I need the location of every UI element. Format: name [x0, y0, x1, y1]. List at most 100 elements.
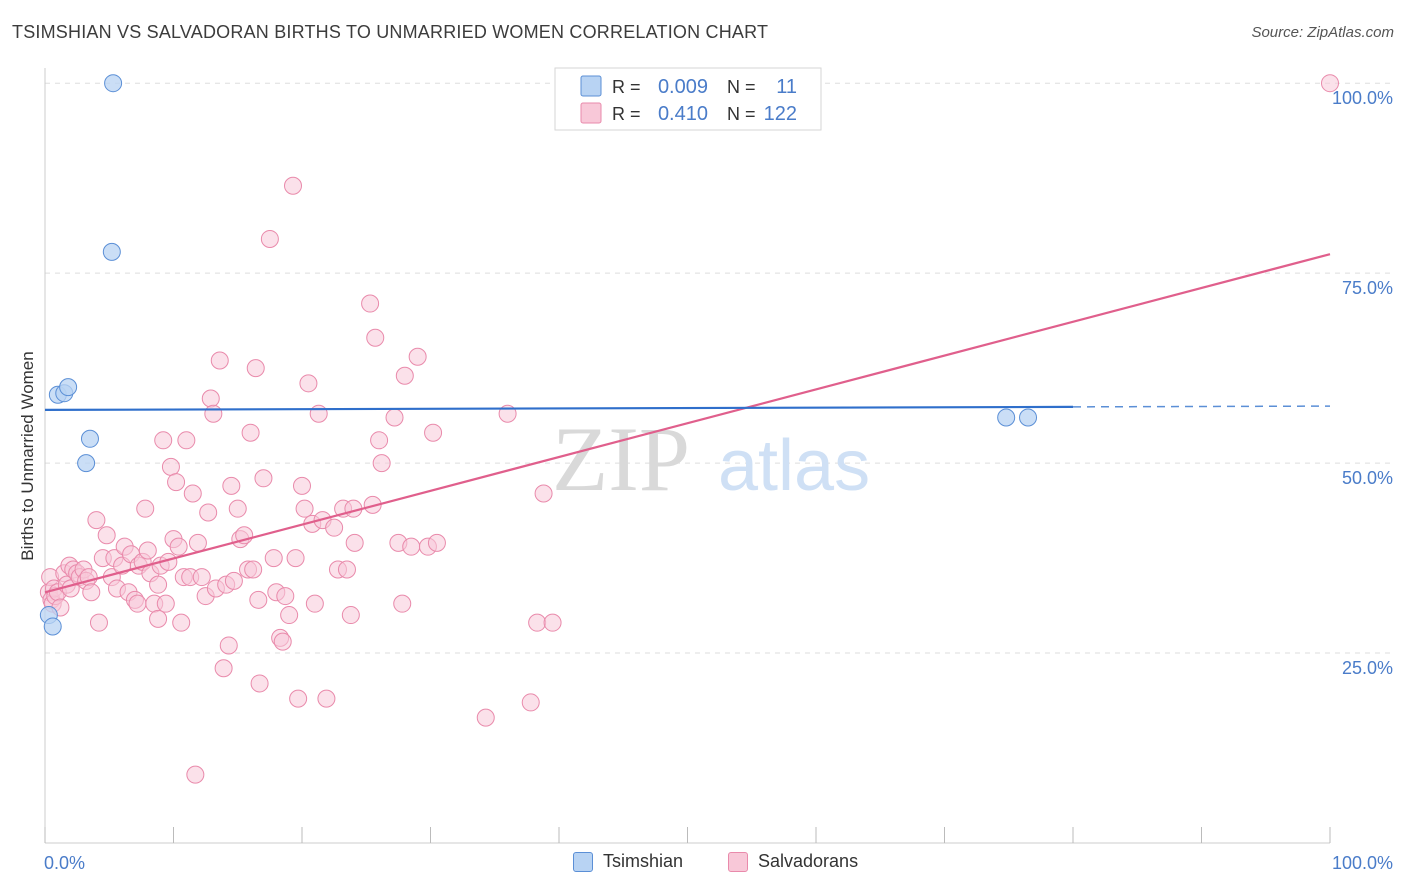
y-axis-label: Births to Unmarried Women: [18, 351, 37, 560]
salvadoran-point-82: [276, 587, 295, 606]
stats-legend: R = 0.009 N = 11 R = 0.410 N = 122: [554, 67, 822, 131]
tsimshian-point-9: [997, 408, 1016, 427]
tsimshian-point-6: [77, 454, 96, 473]
trend-lines: [44, 253, 1331, 594]
salvadoran-point-58: [201, 389, 220, 408]
x-tick-label-max: 100.0%: [1332, 853, 1393, 873]
x-tick-label-min: 0.0%: [44, 853, 85, 873]
salvadoran-point-111: [402, 537, 421, 556]
salvadoran-point-81: [273, 632, 292, 651]
salvadoran-point-62: [214, 659, 233, 678]
salvadoran-point-39: [149, 609, 168, 628]
salvadoran-point-42: [156, 594, 175, 613]
legend-swatch-salvadorans-bottom: [728, 851, 748, 872]
salvadoran-point-86: [289, 689, 308, 708]
series-legend: Tsimshian Salvadorans: [0, 851, 1406, 877]
salvadoran-point-83: [280, 606, 299, 625]
chart-title: TSIMSHIAN VS SALVADORAN BIRTHS TO UNMARR…: [12, 22, 769, 42]
salvadoran-point-91: [305, 594, 324, 613]
legend-item-salvadorans[interactable]: Salvadorans: [728, 851, 858, 872]
legend-r-label-salvadoran: R =: [612, 104, 641, 124]
salvadoran-point-75: [250, 674, 269, 693]
legend-r-value-tsimshian: 0.009: [658, 76, 708, 98]
salvadoran-point-55: [192, 568, 211, 587]
legend-item-tsimshian[interactable]: Tsimshian: [573, 851, 683, 872]
salvadoran-point-110: [395, 366, 414, 385]
salvadoran-point-41: [154, 431, 173, 450]
salvadoran-point-72: [244, 560, 263, 579]
salvadoran-point-89: [299, 374, 318, 393]
salvadoran-point-120: [534, 484, 553, 503]
salvadoran-point-73: [246, 359, 265, 378]
legend-n-label-salvadoran: N =: [727, 104, 756, 124]
salvadoran-point-71: [241, 423, 260, 442]
legend-swatch-tsimshian-bottom: [573, 851, 593, 872]
salvadoran-points: [39, 74, 1339, 784]
salvadoran-point-22: [97, 526, 116, 545]
salvadoran-point-122: [1321, 74, 1339, 93]
salvadoran-point-87: [293, 476, 311, 495]
salvadoran-point-102: [361, 294, 380, 313]
salvadoran-point-38: [149, 575, 168, 594]
salvadoran-point-118: [521, 693, 540, 712]
watermark-atlas: atlas: [718, 426, 870, 506]
salvadoran-point-46: [167, 473, 186, 492]
salvadoran-point-18: [82, 583, 101, 602]
legend-n-value-salvadoran: 122: [764, 103, 797, 125]
tsimshian-point-7: [102, 242, 121, 261]
salvadoran-point-104: [366, 328, 385, 347]
salvadoran-point-20: [89, 613, 108, 632]
y-tick-label-100: 100.0%: [1332, 88, 1393, 108]
salvadoran-point-115: [427, 533, 446, 552]
tsimshian-trend-line: [44, 405, 1074, 412]
salvadoran-point-34: [136, 499, 155, 518]
salvadoran-point-31: [128, 594, 147, 613]
legend-label-salvadorans: Salvadorans: [758, 851, 859, 871]
salvadoran-point-61: [210, 351, 229, 370]
salvadoran-point-47: [169, 537, 188, 556]
legend-n-value-tsimshian: 11: [776, 76, 797, 98]
salvadoran-point-94: [317, 689, 336, 708]
salvadoran-point-105: [370, 431, 389, 450]
salvadoran-point-85: [286, 549, 305, 568]
salvadoran-point-78: [264, 549, 283, 568]
salvadoran-point-101: [345, 533, 364, 552]
salvadoran-point-66: [224, 571, 243, 590]
salvadoran-point-107: [385, 408, 404, 427]
source-credit: Source: ZipAtlas.com: [1251, 24, 1394, 41]
salvadoran-point-109: [393, 594, 412, 613]
grid-lines: [45, 82, 1390, 654]
y-tick-label-50: 50.0%: [1342, 468, 1393, 488]
watermark-zip: ZIP: [552, 408, 690, 510]
y-tick-label-25: 25.0%: [1342, 658, 1393, 678]
salvadoran-point-50: [177, 431, 196, 450]
salvadoran-point-52: [183, 484, 202, 503]
salvadoran-point-114: [424, 423, 443, 442]
salvadoran-point-44: [161, 457, 180, 476]
axes: [44, 68, 1331, 844]
salvadoran-point-57: [199, 503, 218, 522]
y-tick-label-75: 75.0%: [1342, 278, 1393, 298]
tsimshian-points: [39, 74, 1038, 636]
legend-n-label-tsimshian: N =: [727, 77, 756, 97]
salvadoran-point-119: [528, 613, 547, 632]
axis-labels: 25.0% 50.0% 75.0% 100.0% 0.0% 100.0% Births to…: [18, 88, 1393, 873]
salvadoran-point-92: [309, 404, 328, 423]
salvadoran-point-54: [188, 533, 207, 552]
legend-swatch-salvadoran: [580, 102, 602, 124]
salvadoran-point-59: [204, 404, 223, 423]
salvadoran-point-112: [408, 347, 427, 366]
tsimshian-point-5: [80, 429, 99, 448]
legend-swatch-tsimshian: [580, 75, 602, 97]
salvadoran-point-53: [186, 765, 205, 784]
salvadoran-point-76: [254, 469, 273, 488]
salvadoran-point-74: [249, 590, 268, 609]
salvadoran-point-35: [138, 541, 157, 560]
salvadoran-point-65: [222, 476, 241, 495]
salvadoran-point-19: [87, 511, 106, 530]
tsimshian-trend-extension: [1072, 405, 1331, 408]
watermark: ZIP atlas: [552, 408, 870, 510]
tsimshian-point-8: [104, 74, 123, 93]
tsimshian-point-4: [59, 378, 78, 397]
